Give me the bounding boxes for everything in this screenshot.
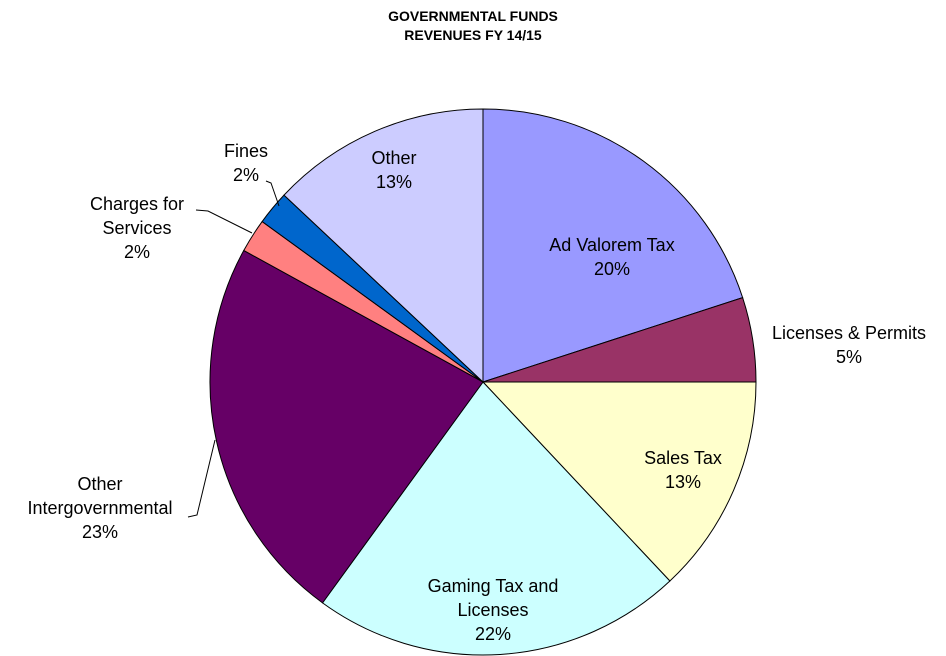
slice-label: Fines 2% <box>206 139 286 187</box>
category-label: Other <box>371 148 417 168</box>
chart-title: REVENUES FY 14/15 <box>404 27 542 43</box>
pie-slice <box>209 249 484 604</box>
slice-label: Gaming Tax and Licenses 22% <box>408 574 578 646</box>
category-label: Charges for Services <box>89 194 185 238</box>
slice-label: Ad Valorem Tax 20% <box>512 233 712 281</box>
slice-label: Other Intergovernmental 23% <box>10 472 190 544</box>
value-label: 13% <box>664 472 702 492</box>
value-label: 5% <box>835 347 862 367</box>
category-label: Other Intergovernmental <box>27 474 173 518</box>
slice-label: Other 13% <box>354 146 434 194</box>
category-label: Sales Tax <box>644 448 722 468</box>
leader-line <box>265 180 280 207</box>
value-label: 23% <box>81 522 119 542</box>
pie-slice <box>321 381 671 656</box>
pie-slice <box>481 381 757 582</box>
pie-slice <box>482 108 744 383</box>
value-label: 2% <box>123 242 150 262</box>
value-label: 22% <box>474 624 512 644</box>
leader-line <box>195 209 253 234</box>
slice-label: Licenses & Permits 5% <box>749 321 946 369</box>
category-label: Fines <box>223 141 268 161</box>
chart-title: GOVERNMENTAL FUNDS <box>388 8 558 24</box>
pie-slice <box>283 108 484 384</box>
category-label: Licenses & Permits <box>771 323 927 343</box>
slice-label: Sales Tax 13% <box>623 446 743 494</box>
category-label: Ad Valorem Tax <box>549 235 675 255</box>
value-label: 13% <box>375 172 413 192</box>
value-label: 20% <box>593 259 631 279</box>
category-label: Gaming Tax and Licenses <box>427 576 559 620</box>
leader-line <box>187 439 216 518</box>
slice-label: Charges for Services 2% <box>72 192 202 264</box>
value-label: 2% <box>232 165 259 185</box>
